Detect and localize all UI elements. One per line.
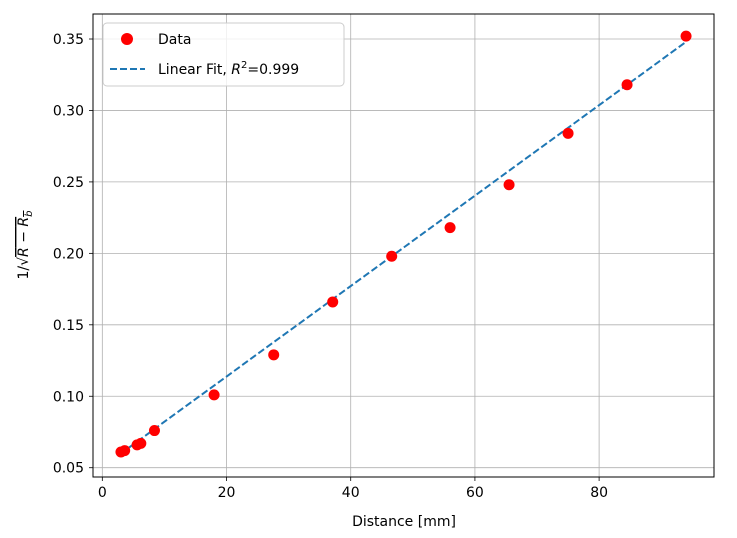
- y-tick-label: 0.20: [53, 246, 84, 262]
- legend: Data Linear Fit, R2=0.999: [102, 22, 345, 87]
- legend-box: [102, 22, 345, 87]
- x-tick-label: 80: [590, 485, 608, 501]
- y-axis-label: 1/√R − Rb: [16, 210, 35, 279]
- fit-line: [120, 41, 687, 455]
- data-point: [135, 437, 147, 449]
- y-tick-label: 0.15: [53, 318, 84, 334]
- data-point: [119, 445, 131, 457]
- plot-frame: [92, 13, 715, 478]
- legend-data-label: Data: [158, 32, 191, 48]
- y-tick-label: 0.30: [53, 103, 84, 119]
- x-axis-ticks: 0 20 40 60 80: [98, 477, 608, 501]
- y-tick-label: 0.35: [53, 32, 84, 48]
- legend-data-marker: [121, 33, 133, 45]
- data-point: [680, 30, 692, 42]
- x-tick-label: 40: [342, 485, 360, 501]
- legend-fit-label: Linear Fit, R2=0.999: [158, 60, 299, 78]
- data-point: [444, 222, 456, 234]
- data-point: [268, 349, 280, 361]
- data-point: [503, 179, 515, 191]
- x-tick-label: 60: [466, 485, 484, 501]
- y-tick-label: 0.25: [53, 175, 84, 191]
- data-point: [621, 79, 633, 91]
- grid-lines: [93, 14, 714, 477]
- data-point: [208, 389, 220, 401]
- y-axis-ticks: 0.05 0.10 0.15 0.20 0.25 0.30 0.35: [53, 32, 93, 477]
- x-tick-label: 20: [218, 485, 236, 501]
- data-point: [148, 425, 160, 437]
- y-tick-label: 0.10: [53, 389, 84, 405]
- fit-line-layer: [120, 41, 687, 455]
- data-point: [327, 296, 339, 308]
- x-tick-label: 0: [98, 485, 107, 501]
- y-tick-label: 0.05: [53, 461, 84, 477]
- data-point: [386, 250, 398, 262]
- data-points-layer: [115, 30, 692, 458]
- x-axis-label: Distance [mm]: [352, 514, 456, 530]
- data-point: [562, 127, 574, 139]
